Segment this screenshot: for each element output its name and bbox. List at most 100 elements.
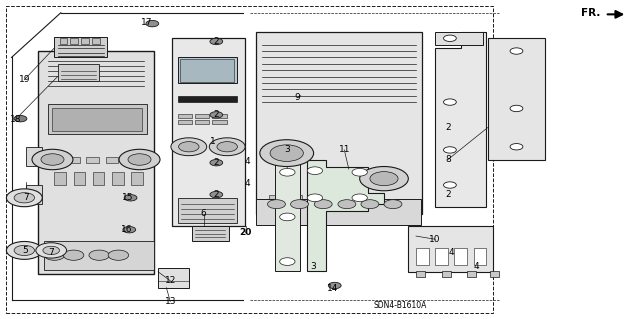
Bar <box>106 157 118 163</box>
Bar <box>416 248 429 265</box>
Text: SDN4-B1610A: SDN4-B1610A <box>373 301 426 310</box>
Text: 4: 4 <box>449 248 454 256</box>
Bar <box>178 96 237 102</box>
Bar <box>74 172 85 185</box>
Circle shape <box>36 243 67 258</box>
Bar <box>52 108 142 131</box>
Circle shape <box>43 246 60 255</box>
Circle shape <box>352 168 367 176</box>
Text: 1: 1 <box>211 137 216 146</box>
Circle shape <box>370 172 398 186</box>
Bar <box>467 271 476 277</box>
Bar <box>54 37 107 57</box>
Circle shape <box>32 149 73 170</box>
Bar <box>454 248 467 265</box>
Bar <box>416 271 425 277</box>
Text: 2: 2 <box>214 110 219 119</box>
Text: 17: 17 <box>141 18 153 27</box>
Circle shape <box>260 140 314 167</box>
Circle shape <box>108 250 129 260</box>
Text: 18: 18 <box>10 115 21 124</box>
Bar <box>178 114 192 118</box>
Circle shape <box>14 245 35 256</box>
Bar <box>435 248 448 265</box>
Text: 3: 3 <box>284 145 289 154</box>
Circle shape <box>360 167 408 191</box>
Bar <box>195 120 209 124</box>
Bar <box>172 38 245 226</box>
Polygon shape <box>26 185 42 204</box>
Text: 5: 5 <box>23 246 28 255</box>
Bar <box>288 195 302 201</box>
Circle shape <box>314 200 332 209</box>
Circle shape <box>444 182 456 188</box>
Bar <box>44 241 154 270</box>
Bar <box>60 38 67 44</box>
Bar <box>131 172 143 185</box>
Circle shape <box>6 189 42 207</box>
Text: 2: 2 <box>214 158 219 167</box>
Bar <box>307 195 321 201</box>
Bar <box>178 57 237 83</box>
Bar <box>192 226 229 241</box>
Text: 11: 11 <box>339 145 350 154</box>
Bar <box>195 114 209 118</box>
Circle shape <box>63 250 84 260</box>
Bar <box>180 59 234 82</box>
Bar <box>269 203 283 209</box>
Circle shape <box>280 168 295 176</box>
Circle shape <box>123 226 136 233</box>
Circle shape <box>171 138 207 156</box>
Text: 2: 2 <box>445 123 451 132</box>
Circle shape <box>210 191 223 198</box>
Circle shape <box>280 213 295 221</box>
Circle shape <box>210 38 223 45</box>
Bar <box>435 32 483 45</box>
Circle shape <box>146 20 159 27</box>
Bar <box>212 120 227 124</box>
Circle shape <box>124 195 137 201</box>
Text: 6: 6 <box>201 209 206 218</box>
Circle shape <box>328 282 341 289</box>
Circle shape <box>217 142 237 152</box>
Circle shape <box>44 250 65 260</box>
Bar <box>48 104 147 134</box>
Text: 14: 14 <box>327 284 339 293</box>
Text: 16: 16 <box>121 225 132 234</box>
Circle shape <box>307 167 323 174</box>
Text: 12: 12 <box>164 276 176 285</box>
Bar <box>212 114 227 118</box>
Bar <box>490 271 499 277</box>
Bar <box>256 199 421 225</box>
Text: 7: 7 <box>23 193 28 202</box>
Bar <box>125 157 138 163</box>
Text: 10: 10 <box>429 235 441 244</box>
Bar <box>288 203 302 209</box>
Circle shape <box>210 112 223 118</box>
Circle shape <box>14 193 35 203</box>
Circle shape <box>307 194 323 202</box>
Circle shape <box>338 200 356 209</box>
Polygon shape <box>408 226 493 272</box>
Text: 7: 7 <box>49 248 54 256</box>
Circle shape <box>209 138 245 156</box>
Bar <box>93 172 104 185</box>
Circle shape <box>510 144 523 150</box>
Circle shape <box>14 115 27 122</box>
Polygon shape <box>26 147 42 166</box>
Text: 19: 19 <box>19 75 30 84</box>
Circle shape <box>210 160 223 166</box>
Bar <box>86 157 99 163</box>
Text: 4: 4 <box>474 262 479 271</box>
Bar <box>6 6 493 313</box>
Polygon shape <box>435 32 486 207</box>
Bar <box>269 195 283 201</box>
Bar <box>488 38 545 160</box>
Text: 2: 2 <box>214 190 219 199</box>
Text: 8: 8 <box>445 155 451 164</box>
Bar <box>92 38 100 44</box>
Bar <box>54 172 66 185</box>
Circle shape <box>444 35 456 41</box>
Text: FR.: FR. <box>581 8 600 19</box>
Bar <box>58 64 99 81</box>
